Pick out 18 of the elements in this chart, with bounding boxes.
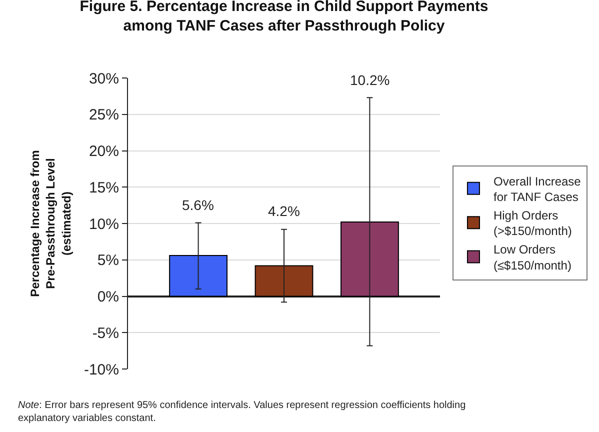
legend-label: High Orders (>$150/month) [493, 208, 572, 238]
text: 10.2% [350, 72, 390, 88]
y-tick-label: -10% [84, 361, 119, 378]
text: 4.2% [268, 203, 300, 219]
y-tick-label: -5% [92, 324, 119, 342]
y-tick-label: 15% [88, 179, 119, 196]
y-tick-label: 10% [88, 216, 119, 233]
y-tick-label: 30% [88, 70, 119, 88]
y-axis-title: Percentage Increase from Pre-Passthrough Level (estimated) [28, 150, 74, 297]
legend-label: Low Orders (≤$150/month) [493, 242, 572, 272]
text: 5.6% [182, 197, 214, 213]
y-tick-label: 20% [88, 143, 119, 160]
y-tick-label: 5% [97, 252, 119, 270]
y-tick-label: 25% [88, 106, 119, 124]
y-tick-label: 0% [97, 288, 119, 306]
text: Note: Error bars represent 95% confidence intervals. Values represent regression coefficients holding explanatory variables constant. [18, 400, 466, 424]
legend-label: Overall Increase for TANF Cases [493, 174, 582, 204]
chart-title: Figure 5. Percentage Increase in Child Support Payments among TANF Cases after Passthrough Policy [80, 0, 488, 34]
